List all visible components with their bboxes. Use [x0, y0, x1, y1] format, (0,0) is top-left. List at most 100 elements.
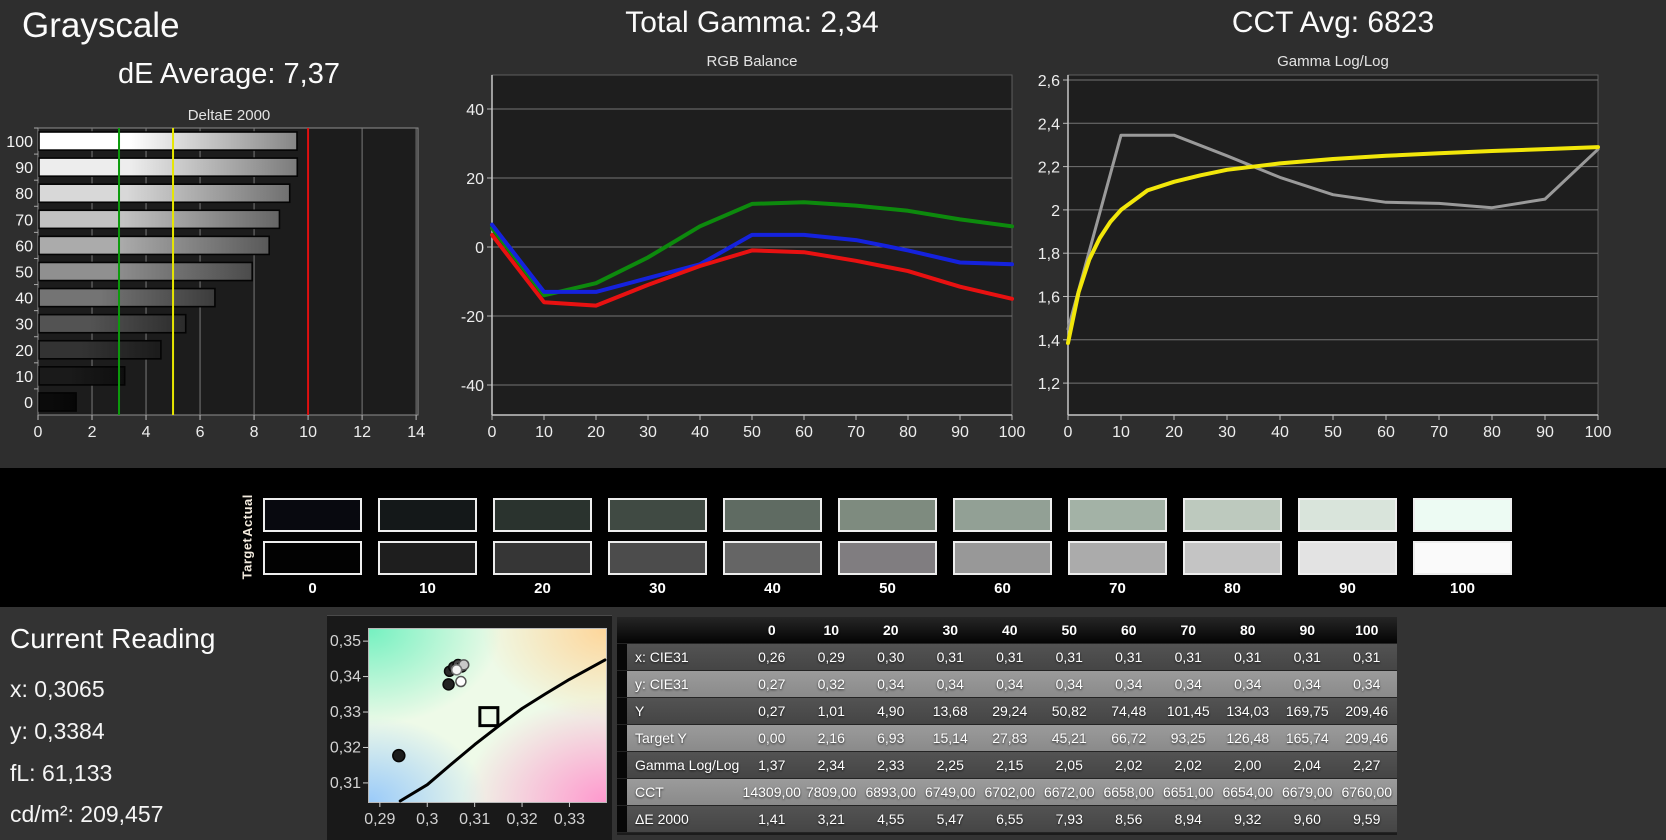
svg-text:20: 20	[15, 343, 33, 360]
table-row-label: Gamma Log/Log	[627, 752, 742, 779]
table-cell: 27,83	[980, 725, 1040, 752]
swatch-level-label: 90	[1339, 580, 1356, 597]
rgb-balance-chart-title: RGB Balance	[706, 53, 798, 70]
table-row: Target Y 0,00 2,16 6,93 15,14 27,83 45,21 66,72…	[617, 725, 1397, 752]
svg-text:0,29: 0,29	[364, 811, 395, 828]
table-cell: 5,47	[920, 806, 980, 833]
table-header-cell: 20	[861, 617, 921, 644]
table-cell: 6654,00	[1218, 779, 1278, 806]
table-cell: 6702,00	[980, 779, 1040, 806]
table-cell: 15,14	[920, 725, 980, 752]
svg-text:12: 12	[353, 424, 371, 441]
measurement-point	[442, 678, 455, 691]
table-cell: 0,27	[742, 671, 802, 698]
actual-swatch-70	[1068, 498, 1167, 532]
svg-text:50: 50	[1324, 424, 1342, 441]
table-cell: 6760,00	[1337, 779, 1397, 806]
svg-text:10: 10	[535, 424, 553, 441]
actual-swatch-90	[1298, 498, 1397, 532]
table-cell: 13,68	[920, 698, 980, 725]
grayscale-swatches: Actual Target 0 10 20 30 40 50 60 70 80 90 100	[0, 468, 1666, 607]
table-row-label: x: CIE31	[627, 644, 742, 671]
table-cell: 3,21	[801, 806, 861, 833]
table-cell: 8,94	[1158, 806, 1218, 833]
table-cell: 0,34	[861, 671, 921, 698]
svg-text:70: 70	[1430, 424, 1448, 441]
svg-text:30: 30	[15, 317, 33, 334]
svg-text:0,33: 0,33	[330, 704, 361, 721]
table-cell: 74,48	[1099, 698, 1159, 725]
svg-text:2,2: 2,2	[1038, 160, 1060, 177]
deltae-chart-title: DeltaE 2000	[187, 107, 271, 124]
target-swatch-50	[838, 541, 937, 575]
svg-text:100: 100	[6, 134, 33, 151]
table-header-row: 0 10 20 30 40 50 60 70 80 90 100	[617, 617, 1397, 644]
target-swatch-90	[1298, 541, 1397, 575]
svg-text:0: 0	[24, 395, 33, 412]
deltae-bar-30	[38, 313, 187, 334]
table-row-label: CCT	[627, 779, 742, 806]
table-cell: 2,34	[801, 752, 861, 779]
actual-swatch-10	[378, 498, 477, 532]
gamma-loglog-chart: 2,6 2,4 2,2 2 1,8 1,6 1,4 1,2 0 10 20 30 40 50 60 70 80 9…	[1038, 73, 1612, 441]
table-gutter	[617, 617, 627, 644]
table-cell: 0,30	[861, 644, 921, 671]
swatch-level-label: 50	[879, 580, 896, 597]
swatch-level-label: 70	[1109, 580, 1126, 597]
table-header-cell	[627, 617, 742, 644]
table-cell: 45,21	[1039, 725, 1099, 752]
table-cell: 0,31	[1277, 644, 1337, 671]
table-cell: 29,24	[980, 698, 1040, 725]
table-row: x: CIE31 0,26 0,29 0,30 0,31 0,31 0,31 0,31 0,31…	[617, 644, 1397, 671]
table-cell: 1,37	[742, 752, 802, 779]
table-cell: 2,16	[801, 725, 861, 752]
table-cell: 0,31	[1337, 644, 1397, 671]
swatch-level-label: 40	[764, 580, 781, 597]
table-cell: 6679,00	[1277, 779, 1337, 806]
table-gutter	[617, 752, 627, 779]
table-cell: 0,34	[1218, 671, 1278, 698]
table-cell: 6893,00	[861, 779, 921, 806]
table-header-cell: 50	[1039, 617, 1099, 644]
svg-text:80: 80	[899, 424, 917, 441]
deltae-bar-90	[38, 157, 299, 177]
svg-text:0,34: 0,34	[330, 669, 361, 686]
svg-text:2: 2	[88, 424, 97, 441]
svg-text:90: 90	[15, 160, 33, 177]
swatch-level-label: 30	[649, 580, 666, 597]
table-header-cell: 60	[1099, 617, 1159, 644]
table-row-label: Y	[627, 698, 742, 725]
deltae-bar-10	[38, 366, 126, 386]
svg-text:20: 20	[466, 171, 484, 188]
charts-section: Grayscale dE Average: 7,37 Total Gamma: …	[0, 0, 1666, 468]
table-cell: 209,46	[1337, 698, 1397, 725]
svg-text:2,4: 2,4	[1038, 116, 1060, 133]
table-cell: 0,34	[920, 671, 980, 698]
svg-text:10: 10	[299, 424, 317, 441]
table-cell: 0,31	[920, 644, 980, 671]
svg-text:0,32: 0,32	[330, 739, 361, 756]
svg-text:4: 4	[142, 424, 151, 441]
table-row: CCT 14309,00 7809,00 6893,00 6749,00 6702,00 6…	[617, 779, 1397, 806]
target-swatch-20	[493, 541, 592, 575]
table-cell: 101,45	[1158, 698, 1218, 725]
swatch-level-label: 60	[994, 580, 1011, 597]
total-gamma-value: Total Gamma: 2,34	[625, 6, 879, 39]
table-cell: 6,93	[861, 725, 921, 752]
table-cell: 14309,00	[742, 779, 802, 806]
table-header-cell: 0	[742, 617, 802, 644]
table-cell: 2,25	[920, 752, 980, 779]
svg-text:60: 60	[1377, 424, 1395, 441]
table-row: Y 0,27 1,01 4,90 13,68 29,24 50,82 74,48 101,45 1…	[617, 698, 1397, 725]
table-gutter	[617, 725, 627, 752]
svg-text:90: 90	[1536, 424, 1554, 441]
cie-chart-panel: 0,35 0,34 0,33 0,32 0,31 0,29 0,3 0,31 0,32 0,33	[327, 615, 612, 840]
table-cell: 9,32	[1218, 806, 1278, 833]
svg-text:0: 0	[488, 424, 497, 441]
target-swatch-30	[608, 541, 707, 575]
table-cell: 66,72	[1099, 725, 1159, 752]
table-cell: 6658,00	[1099, 779, 1159, 806]
svg-text:0,35: 0,35	[330, 633, 361, 650]
svg-text:14: 14	[407, 424, 425, 441]
svg-text:100: 100	[999, 424, 1026, 441]
